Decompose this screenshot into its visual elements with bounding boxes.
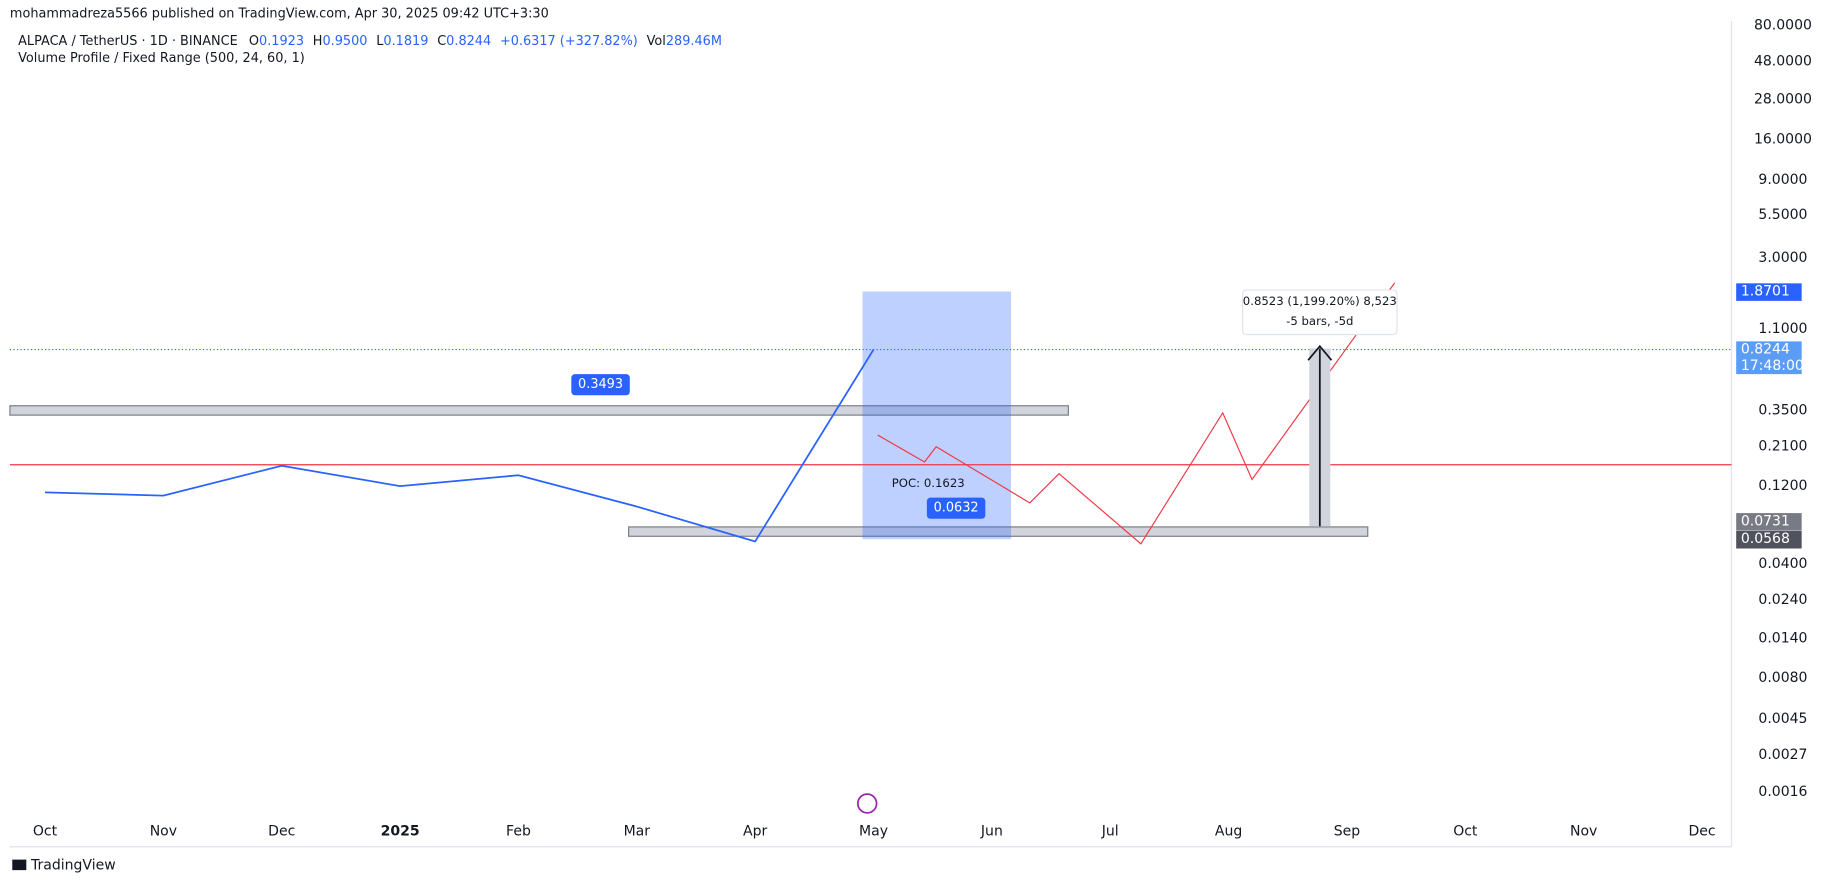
c-value: 0.8244 xyxy=(446,33,491,48)
price-label: 1.8701 xyxy=(1741,284,1790,300)
h-key: H xyxy=(313,33,323,48)
x-tick-label: Apr xyxy=(743,824,767,840)
y-tick-label: 0.0016 xyxy=(1758,784,1807,800)
event-icon[interactable] xyxy=(856,793,878,814)
measure-line: 0.8523 (1,199.20%) 8,523 xyxy=(1243,294,1397,308)
zone xyxy=(628,526,1369,537)
brand: TradingView xyxy=(30,857,116,873)
l-value: 0.1819 xyxy=(383,33,428,48)
y-tick-label: 0.0240 xyxy=(1758,592,1807,608)
x-tick-label: Jul xyxy=(1101,824,1119,840)
x-tick-label: Oct xyxy=(1453,824,1478,840)
y-tick-label: 28.0000 xyxy=(1754,92,1812,108)
change: +0.6317 (+327.82%) xyxy=(500,33,638,48)
zone xyxy=(9,405,1069,416)
y-tick-label: 9.0000 xyxy=(1758,172,1807,188)
symbol: ALPACA / TetherUS · 1D · BINANCE xyxy=(18,33,238,48)
price-label: 0.0568 xyxy=(1741,531,1790,547)
poc-label: POC: 0.1623 xyxy=(892,476,965,490)
indicator: Volume Profile / Fixed Range (500, 24, 6… xyxy=(18,51,305,66)
x-tick-label: Dec xyxy=(1688,824,1715,840)
vol-key: Vol xyxy=(647,33,666,48)
y-tick-label: 0.1200 xyxy=(1758,478,1807,494)
measure-line: -5 bars, -5d xyxy=(1286,314,1353,328)
x-tick-label: Sep xyxy=(1334,824,1361,840)
x-tick-label: May xyxy=(859,824,888,840)
o-value: 0.1923 xyxy=(259,33,304,48)
x-tick-label: Nov xyxy=(1570,824,1597,840)
measure-arrow-head xyxy=(1307,344,1333,361)
y-tick-label: 3.0000 xyxy=(1758,250,1807,266)
y-tick-label: 80.0000 xyxy=(1754,17,1812,33)
x-tick-label: Nov xyxy=(150,824,177,840)
price-label-bg xyxy=(1736,283,1802,301)
label-bubble xyxy=(571,374,630,396)
x-tick-label: 2025 xyxy=(381,824,420,840)
y-tick-label: 0.0080 xyxy=(1758,670,1807,686)
measure-box xyxy=(1242,289,1398,336)
publisher: mohammadreza5566 published on TradingVie… xyxy=(10,7,549,22)
countdown: 17:48:00 xyxy=(1741,358,1804,374)
y-tick-label: 1.1000 xyxy=(1758,321,1807,337)
y-tick-label: 16.0000 xyxy=(1754,131,1812,147)
projection-path xyxy=(877,282,1396,545)
x-tick-label: Feb xyxy=(506,824,531,840)
label-bubble xyxy=(926,497,986,519)
y-tick-label: 0.3500 xyxy=(1758,402,1807,418)
price-line-series xyxy=(45,349,875,543)
y-tick-label: 0.0140 xyxy=(1758,630,1807,646)
x-tick-label: Aug xyxy=(1215,824,1242,840)
x-tick-label: Dec xyxy=(268,824,295,840)
l-key: L xyxy=(376,33,384,48)
price-label-bg xyxy=(1736,341,1802,375)
zone-label: 0.3493 xyxy=(578,377,623,392)
symbol-line: ALPACA / TetherUS · 1D · BINANCE O0.1923… xyxy=(18,33,722,48)
y-tick-label: 5.5000 xyxy=(1758,207,1807,223)
y-tick-label: 0.2100 xyxy=(1758,438,1807,454)
x-tick-label: Oct xyxy=(33,824,58,840)
price-label-bg xyxy=(1736,513,1802,531)
y-tick-label: 0.0027 xyxy=(1758,747,1807,763)
vol-value: 289.46M xyxy=(666,33,722,48)
x-tick-label: Mar xyxy=(624,824,651,840)
h-value: 0.9500 xyxy=(322,33,367,48)
x-tick-label: Jun xyxy=(980,824,1003,840)
c-key: C xyxy=(437,33,446,48)
y-tick-label: 0.0400 xyxy=(1758,556,1807,572)
y-tick-label: 0.0045 xyxy=(1758,711,1807,727)
price-label: 0.0731 xyxy=(1741,513,1790,529)
o-key: O xyxy=(249,33,259,48)
brand-logo xyxy=(12,859,27,871)
price-label: 0.8244 xyxy=(1741,342,1790,358)
y-tick-label: 48.0000 xyxy=(1754,54,1812,70)
zone-label: 0.0632 xyxy=(934,501,979,516)
price-label-bg xyxy=(1736,530,1802,549)
